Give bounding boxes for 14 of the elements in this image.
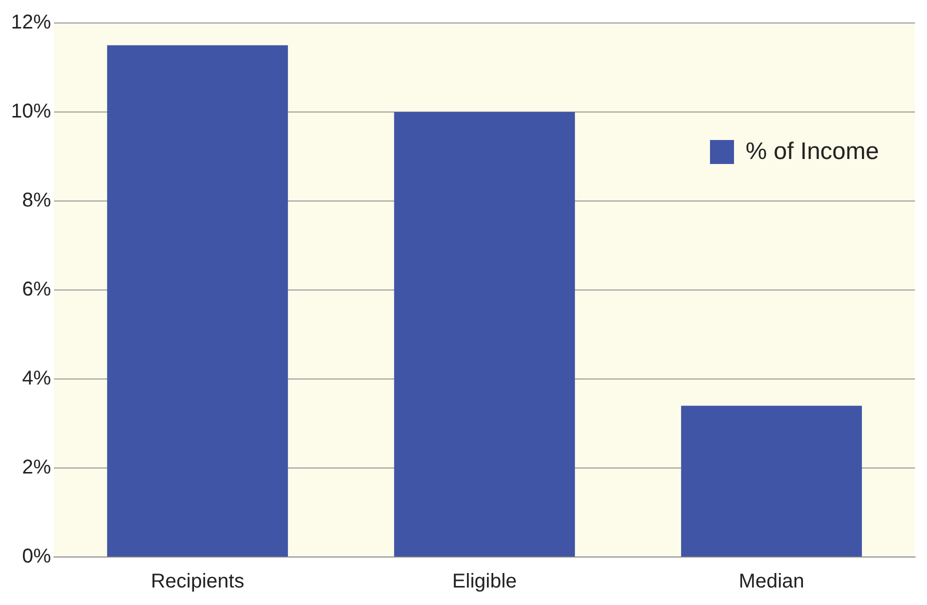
y-tick-label: 6% bbox=[22, 278, 52, 301]
x-tick-label: Median bbox=[738, 570, 804, 593]
y-tick-label: 10% bbox=[11, 100, 52, 123]
x-tick-label: Recipients bbox=[150, 570, 244, 593]
y-tick-label: 4% bbox=[22, 368, 52, 390]
bar bbox=[107, 45, 288, 556]
legend-label: % of Income bbox=[746, 138, 879, 166]
y-tick-label: 2% bbox=[22, 456, 52, 479]
y-tick-label: 12% bbox=[11, 12, 52, 34]
y-tick-label: 8% bbox=[22, 190, 52, 212]
bar bbox=[394, 112, 575, 556]
y-tick-label: 0% bbox=[22, 546, 52, 568]
x-tick-label: Eligible bbox=[452, 570, 517, 593]
bar bbox=[681, 406, 862, 556]
